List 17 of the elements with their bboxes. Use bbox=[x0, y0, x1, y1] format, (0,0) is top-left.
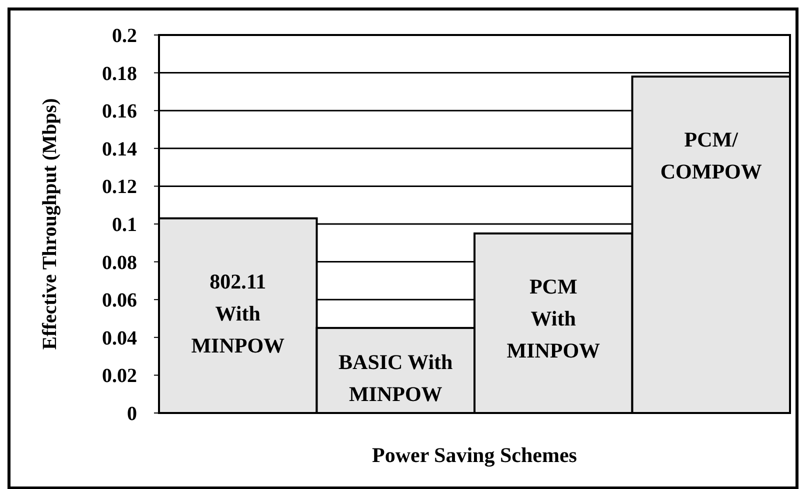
y-tick-label: 0 bbox=[127, 403, 137, 425]
y-axis-title: Effective Throughput (Mbps) bbox=[39, 98, 61, 350]
y-tick-label: 0.1 bbox=[112, 214, 137, 236]
y-tick-label: 0.18 bbox=[102, 62, 137, 85]
y-tick-label: 0.08 bbox=[102, 252, 137, 274]
y-tick-label: 0.02 bbox=[102, 365, 137, 388]
x-tick-label: PCM With MINPOW bbox=[506, 274, 600, 362]
x-axis-title: Power Saving Schemes bbox=[372, 443, 577, 467]
y-tick-label: 0.06 bbox=[102, 290, 137, 312]
y-tick-label: 0.2 bbox=[112, 25, 137, 47]
y-tick-label: 0.16 bbox=[102, 100, 137, 123]
y-tick-label: 0.14 bbox=[102, 138, 137, 160]
x-tick-label: 802.11 With MINPOW bbox=[191, 269, 285, 358]
x-tick-label: PCM/ COMPOW bbox=[660, 128, 762, 184]
y-tick-label: 0.04 bbox=[102, 327, 137, 350]
y-tick-label: 0.12 bbox=[102, 176, 137, 198]
x-tick-label: BASIC With MINPOW bbox=[338, 350, 454, 406]
